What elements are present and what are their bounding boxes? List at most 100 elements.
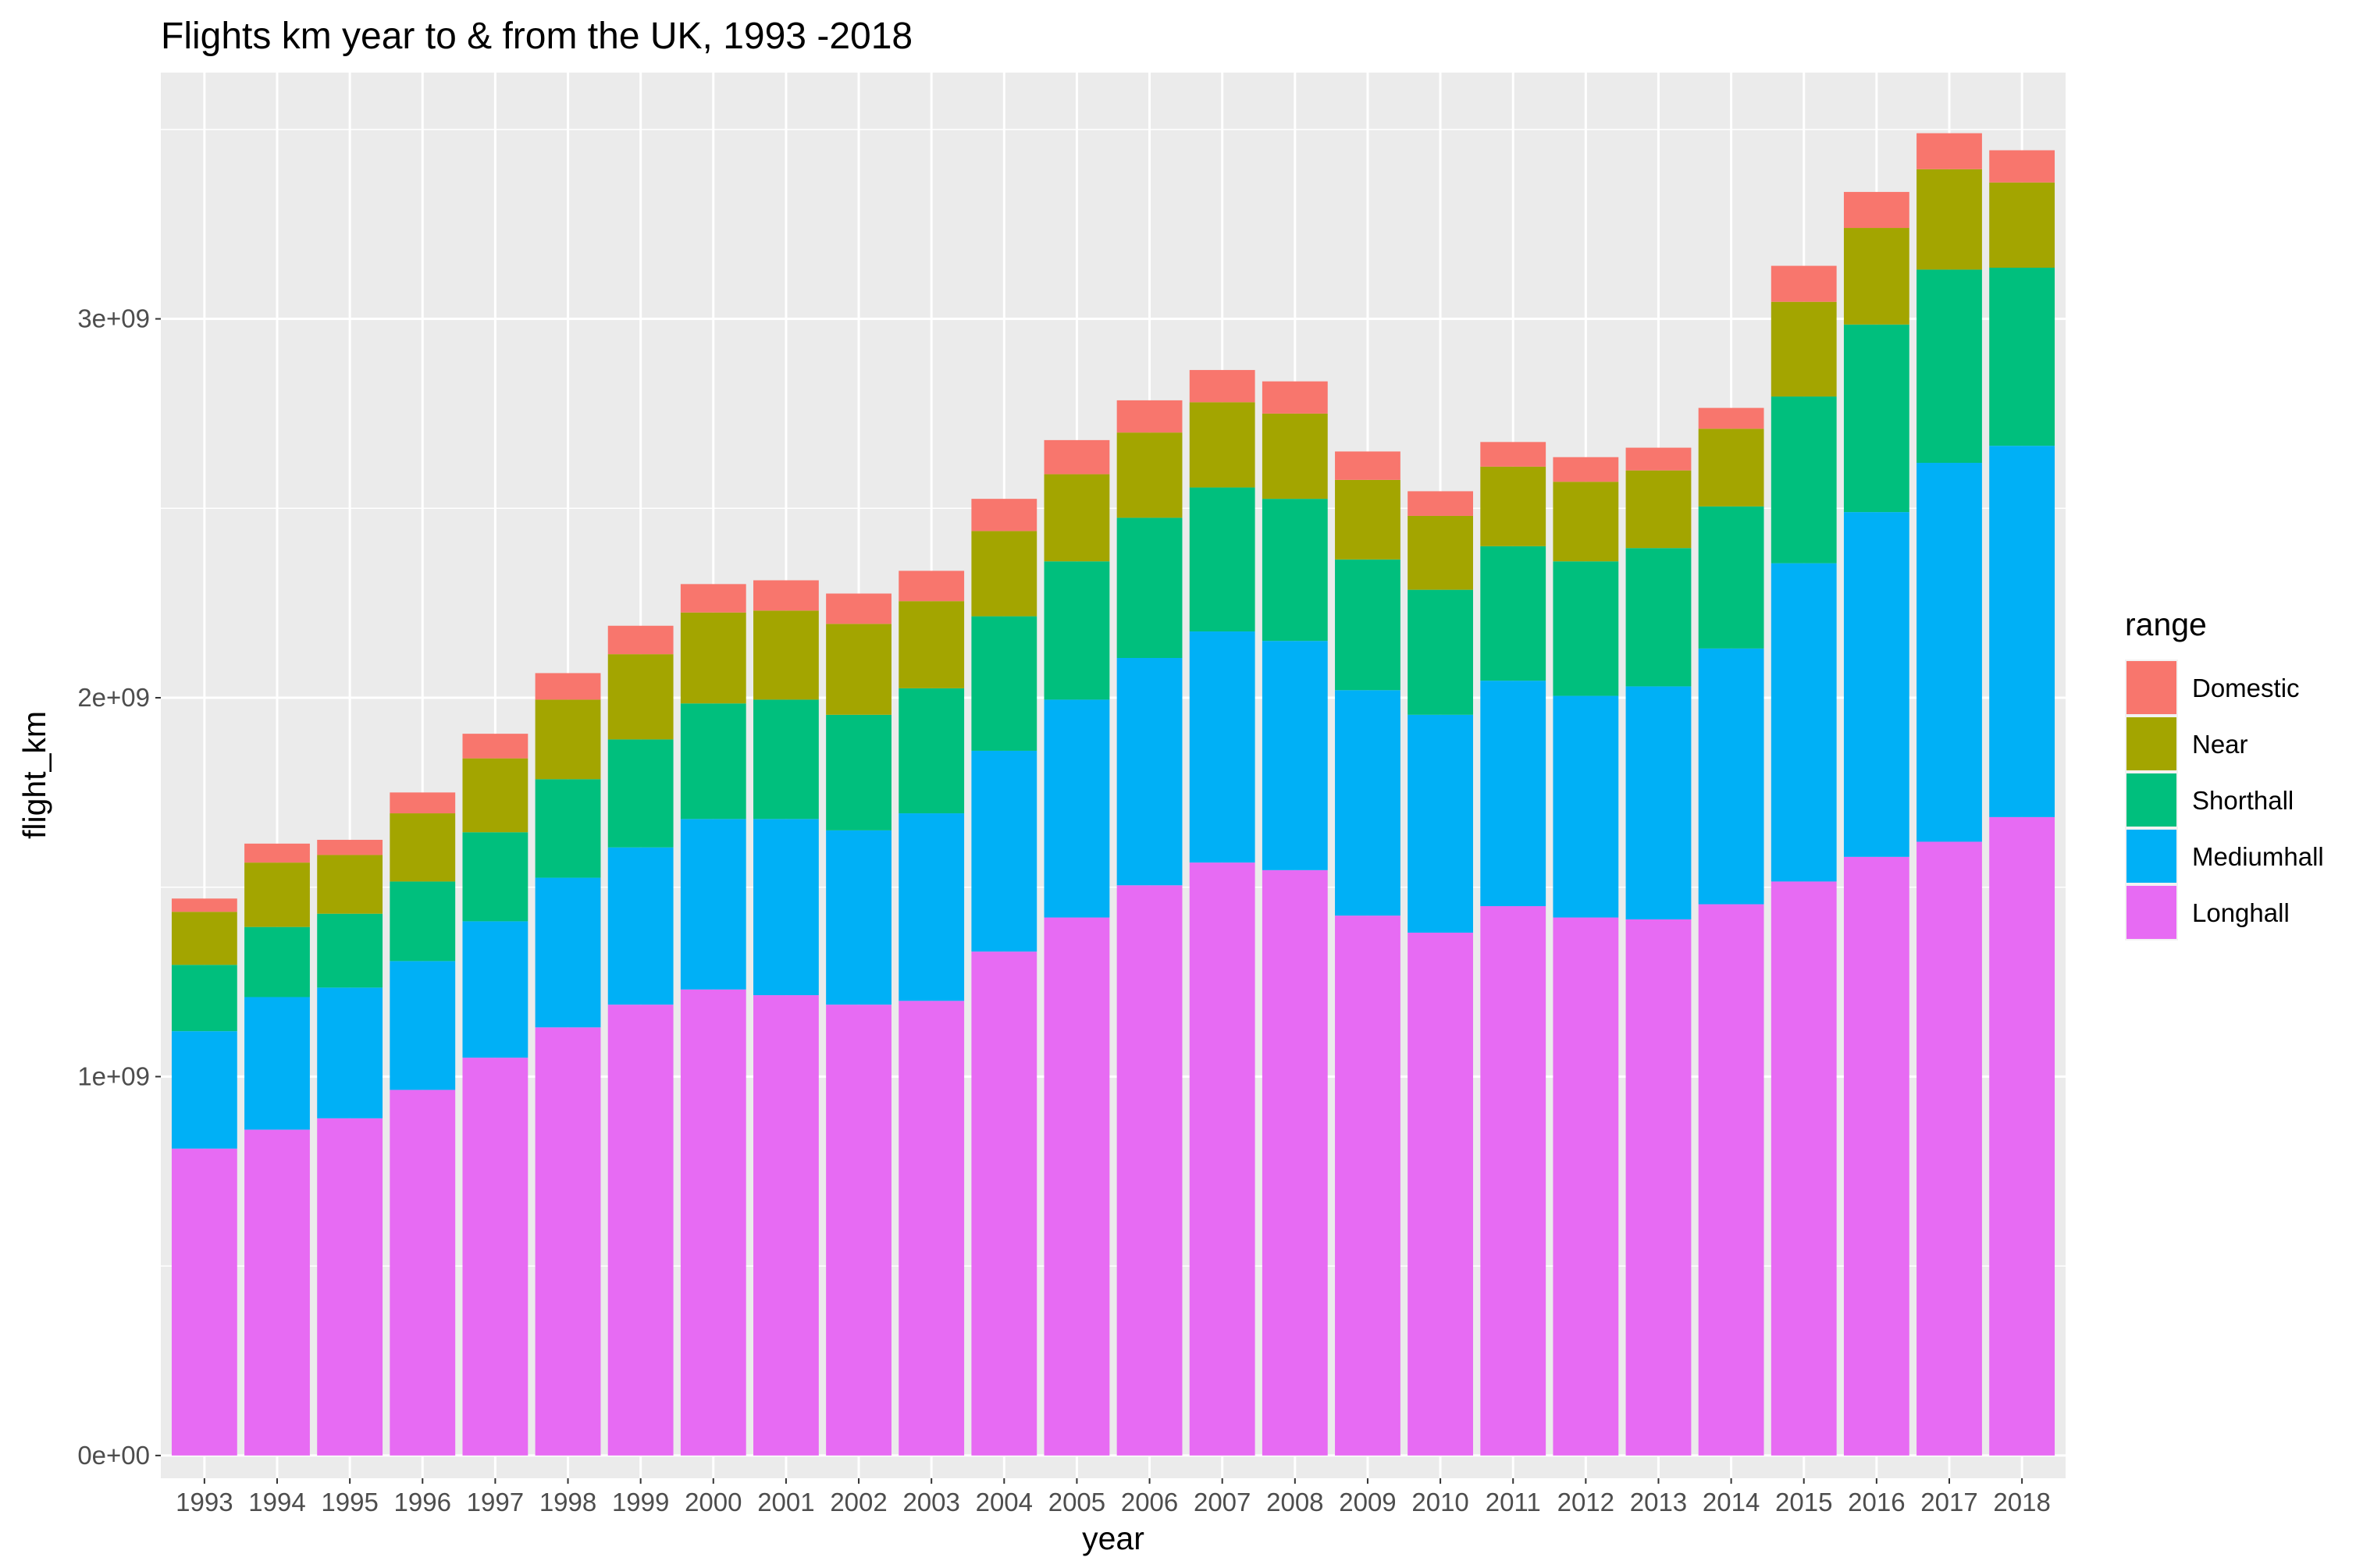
bar-longhall-1999: [607, 1004, 674, 1456]
bar-mediumhall-1996: [390, 961, 456, 1090]
x-tick-label: 2014: [1703, 1488, 1760, 1516]
bar-domestic-2002: [826, 593, 892, 624]
legend-label-near: Near: [2192, 730, 2248, 759]
bar-longhall-2003: [899, 1001, 965, 1456]
bar-shorthall-1996: [390, 881, 456, 962]
x-tick-label: 1999: [612, 1488, 669, 1516]
bar-domestic-2010: [1408, 491, 1473, 516]
bar-shorthall-2001: [753, 699, 819, 820]
bar-longhall-2002: [826, 1004, 892, 1456]
bar-near-2008: [1262, 413, 1328, 500]
bar-domestic-2012: [1553, 457, 1619, 482]
bar-mediumhall-2001: [753, 819, 819, 996]
bar-mediumhall-2015: [1771, 563, 1837, 882]
bar-near-2018: [1989, 182, 2055, 268]
bar-longhall-2014: [1698, 904, 1764, 1456]
legend-key-domestic: [2126, 661, 2176, 714]
bar-shorthall-1994: [244, 926, 310, 997]
bar-mediumhall-2002: [826, 830, 892, 1005]
bar-shorthall-2009: [1335, 559, 1400, 691]
bar-near-2010: [1408, 515, 1473, 590]
bar-near-1995: [317, 855, 383, 914]
bar-mediumhall-2005: [1044, 699, 1110, 918]
x-tick-label: 2001: [757, 1488, 814, 1516]
bar-longhall-1998: [535, 1027, 601, 1456]
bar-domestic-1999: [607, 625, 674, 655]
bar-longhall-2008: [1262, 869, 1328, 1456]
x-tick-label: 1995: [321, 1488, 378, 1516]
bar-near-2012: [1553, 482, 1619, 562]
bar-near-2004: [971, 531, 1037, 617]
bar-longhall-1993: [171, 1148, 237, 1456]
bar-mediumhall-2008: [1262, 641, 1328, 870]
x-axis-title: year: [1082, 1520, 1144, 1556]
bars: [171, 133, 2055, 1456]
bar-domestic-1998: [535, 673, 601, 700]
legend-key-shorthall: [2126, 773, 2176, 827]
bar-near-2005: [1044, 474, 1110, 562]
bar-mediumhall-2007: [1189, 631, 1255, 863]
bar-longhall-2000: [680, 989, 746, 1456]
bar-longhall-1994: [244, 1129, 310, 1456]
bar-near-1998: [535, 699, 601, 780]
x-tick-label: 2005: [1048, 1488, 1105, 1516]
bar-longhall-2001: [753, 995, 819, 1456]
x-tick-label: 2003: [902, 1488, 959, 1516]
bar-mediumhall-2000: [680, 819, 746, 990]
bar-near-1994: [244, 862, 310, 927]
bar-longhall-1997: [462, 1058, 528, 1456]
bar-mediumhall-1995: [317, 987, 383, 1118]
bar-longhall-2005: [1044, 917, 1110, 1456]
bar-domestic-2016: [1843, 191, 1909, 229]
bar-longhall-2013: [1625, 919, 1692, 1456]
bar-domestic-1994: [244, 843, 310, 863]
x-tick-label: 2010: [1411, 1488, 1468, 1516]
y-tick-label: 0e+00: [77, 1441, 150, 1470]
legend-label-mediumhall: Mediumhall: [2192, 842, 2324, 871]
bar-shorthall-1999: [607, 739, 674, 848]
bar-near-2000: [680, 612, 746, 704]
bar-longhall-2012: [1553, 917, 1619, 1456]
bar-shorthall-2000: [680, 703, 746, 820]
legend-title: range: [2125, 606, 2207, 642]
bar-longhall-2018: [1989, 816, 2055, 1456]
bar-shorthall-2010: [1408, 589, 1473, 715]
bar-domestic-2011: [1480, 442, 1546, 467]
bar-near-1999: [607, 654, 674, 740]
y-axis-ticks: 0e+00 1e+09 2e+09 3e+09: [77, 304, 161, 1470]
bar-shorthall-1993: [171, 965, 237, 1032]
bar-mediumhall-2014: [1698, 648, 1764, 905]
bar-near-2015: [1771, 301, 1837, 397]
bar-near-2014: [1698, 428, 1764, 507]
bar-near-2006: [1116, 432, 1183, 518]
x-tick-label: 2004: [976, 1488, 1033, 1516]
chart-title: Flights km year to & from the UK, 1993 -…: [161, 16, 913, 57]
bar-shorthall-2012: [1553, 561, 1619, 696]
bar-mediumhall-1994: [244, 997, 310, 1130]
bar-mediumhall-2010: [1408, 714, 1473, 933]
y-tick-label: 3e+09: [77, 304, 150, 333]
x-tick-label: 2018: [1993, 1488, 2050, 1516]
bar-domestic-2015: [1771, 265, 1837, 302]
bar-shorthall-2014: [1698, 506, 1764, 649]
bar-domestic-2018: [1989, 150, 2055, 183]
bar-near-2007: [1189, 402, 1255, 488]
bar-near-2016: [1843, 228, 1909, 325]
bar-near-1997: [462, 758, 528, 833]
bar-domestic-1993: [171, 898, 237, 912]
bar-shorthall-1998: [535, 779, 601, 878]
bar-domestic-2007: [1189, 370, 1255, 403]
bar-near-1996: [390, 813, 456, 882]
bar-shorthall-2013: [1625, 548, 1692, 687]
bar-longhall-2010: [1408, 932, 1473, 1456]
x-tick-label: 1997: [467, 1488, 524, 1516]
bar-mediumhall-2011: [1480, 681, 1546, 906]
bar-mediumhall-2003: [899, 813, 965, 1001]
bar-shorthall-2007: [1189, 487, 1255, 632]
bar-mediumhall-2016: [1843, 512, 1909, 857]
bar-longhall-1996: [390, 1090, 456, 1456]
bar-near-2002: [826, 624, 892, 715]
bar-shorthall-2018: [1989, 268, 2055, 446]
x-tick-label: 1996: [394, 1488, 451, 1516]
